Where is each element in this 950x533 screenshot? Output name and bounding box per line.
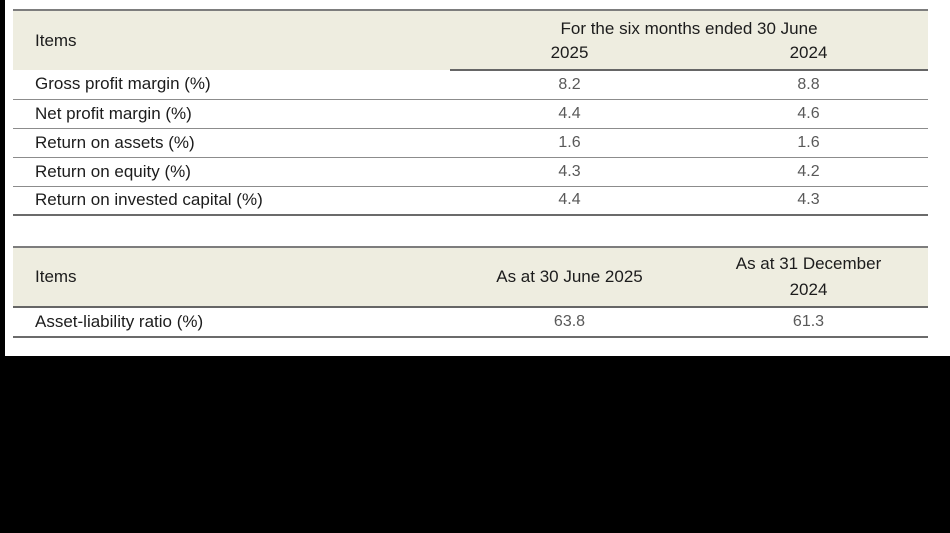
- row-value-2025: 1.6: [450, 128, 689, 158]
- row-label: Return on equity (%): [13, 157, 450, 187]
- row-value-2025: 4.4: [558, 191, 581, 209]
- year-2025-column-header: 2025: [450, 40, 689, 71]
- period-column-header: For the six months ended 30 June: [560, 18, 818, 38]
- row-value-jun-2025: 63.8: [553, 313, 586, 330]
- table-row: Return on equity (%) 4.3 4.2: [13, 157, 929, 187]
- table-row: Return on invested capital (%) 4.4 4.3: [13, 186, 928, 215]
- row-value-2024: 4.3: [797, 191, 820, 209]
- table-row: Return on assets (%) 1.6 1.6: [13, 128, 929, 158]
- row-value-2024: 1.6: [689, 128, 929, 158]
- row-value-2024: 8.8: [689, 70, 929, 100]
- table-row: Asset-liability ratio (%) 63.8 61.3: [13, 307, 928, 337]
- row-value-dec-2024: 61.3: [792, 313, 825, 330]
- table-row: Gross profit margin (%) 8.2 8.8: [13, 70, 929, 100]
- profitability-ratios-table: Items For the six months ended 30 June 2…: [13, 9, 929, 216]
- row-label: Gross profit margin (%): [13, 70, 450, 100]
- as-at-31-december-2024-label: As at 31 December 2024: [735, 253, 882, 299]
- row-value-2024: 4.6: [689, 99, 929, 129]
- as-at-30-june-2025-column-header: As at 30 June 2025: [450, 247, 689, 308]
- row-label: Asset-liability ratio (%): [35, 312, 204, 331]
- left-black-strip: [0, 0, 5, 533]
- row-value-2025: 4.4: [450, 99, 689, 129]
- row-label: Net profit margin (%): [13, 99, 450, 129]
- profitability-table-header: Items For the six months ended 30 June 2…: [13, 10, 929, 71]
- redacted-black-band: [0, 356, 950, 533]
- asset-liability-table: Items As at 30 June 2025 As at 31 Decemb…: [13, 246, 928, 338]
- row-label: Return on assets (%): [13, 128, 450, 158]
- row-value-2025: 4.3: [450, 157, 689, 187]
- row-label: Return on invested capital (%): [35, 190, 263, 210]
- as-at-31-december-2024-column-header: As at 31 December 2024: [689, 247, 928, 308]
- items-column-header: Items: [13, 247, 450, 308]
- row-value-2024: 4.2: [689, 157, 929, 187]
- asset-liability-table-header: Items As at 30 June 2025 As at 31 Decemb…: [13, 247, 928, 308]
- year-2024-column-header: 2024: [689, 40, 929, 71]
- table-row: Net profit margin (%) 4.4 4.6: [13, 99, 929, 129]
- items-column-header: Items: [35, 30, 77, 50]
- row-value-2025: 8.2: [450, 70, 689, 100]
